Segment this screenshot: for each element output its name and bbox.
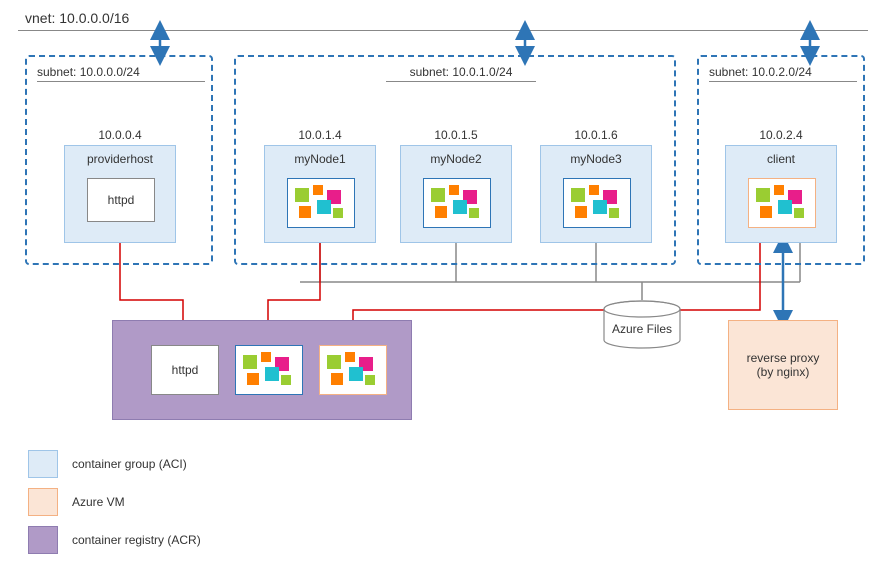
legend: container group (ACI) Azure VM container… — [28, 450, 201, 564]
acr-block: httpd — [112, 320, 412, 420]
ip-client: 10.0.2.4 — [725, 128, 837, 142]
cg-providerhost-name: providerhost — [65, 146, 175, 166]
legend-swatch-vm — [28, 488, 58, 516]
subnet-2-label: subnet: 10.0.2.0/24 — [709, 65, 857, 82]
ip-node2: 10.0.1.5 — [400, 128, 512, 142]
ip-node1: 10.0.1.4 — [264, 128, 376, 142]
container-icon — [567, 182, 627, 224]
vnet-label-text: vnet: 10.0.0.0/16 — [25, 10, 129, 26]
subnet-1-label: subnet: 10.0.1.0/24 — [386, 65, 536, 82]
cg-node3: myNode3 — [540, 145, 652, 243]
legend-swatch-cg — [28, 450, 58, 478]
ip-providerhost: 10.0.0.4 — [64, 128, 176, 142]
container-icon — [239, 349, 299, 391]
reverse-proxy-line1: reverse proxy — [747, 351, 820, 365]
node2-inner — [423, 178, 491, 228]
subnet-0-label: subnet: 10.0.0.0/24 — [37, 65, 205, 82]
node3-inner — [563, 178, 631, 228]
azure-files: Azure Files — [602, 300, 682, 356]
legend-row-vm: Azure VM — [28, 488, 201, 516]
acr-httpd: httpd — [151, 345, 219, 395]
vnet-line — [18, 30, 868, 31]
cg-node3-name: myNode3 — [541, 146, 651, 166]
container-icon — [752, 182, 812, 224]
container-icon — [323, 349, 383, 391]
legend-swatch-acr — [28, 526, 58, 554]
acr-container-orange — [319, 345, 387, 395]
cg-client: client — [725, 145, 837, 243]
subnet-label-text: subnet: 10.0.2.0/24 — [709, 65, 812, 79]
legend-label-acr: container registry (ACR) — [72, 533, 201, 547]
cg-client-name: client — [726, 146, 836, 166]
azure-files-label: Azure Files — [602, 322, 682, 336]
reverse-proxy-vm: reverse proxy (by nginx) — [728, 320, 838, 410]
subnet-label-text: subnet: 10.0.1.0/24 — [410, 65, 513, 79]
legend-row-acr: container registry (ACR) — [28, 526, 201, 554]
ip-node3: 10.0.1.6 — [540, 128, 652, 142]
vnet-label: vnet: 10.0.0.0/16 — [25, 10, 129, 26]
client-inner — [748, 178, 816, 228]
cg-node2: myNode2 — [400, 145, 512, 243]
cg-node1-name: myNode1 — [265, 146, 375, 166]
container-icon — [291, 182, 351, 224]
legend-row-cg: container group (ACI) — [28, 450, 201, 478]
container-icon — [427, 182, 487, 224]
acr-container-blue — [235, 345, 303, 395]
cg-node2-name: myNode2 — [401, 146, 511, 166]
node1-inner — [287, 178, 355, 228]
reverse-proxy-line2: (by nginx) — [757, 365, 810, 379]
httpd-label: httpd — [108, 193, 135, 207]
cg-providerhost: providerhost httpd — [64, 145, 176, 243]
legend-label-cg: container group (ACI) — [72, 457, 187, 471]
subnet-label-text: subnet: 10.0.0.0/24 — [37, 65, 140, 79]
providerhost-httpd: httpd — [87, 178, 155, 222]
acr-httpd-label: httpd — [172, 363, 199, 377]
cg-node1: myNode1 — [264, 145, 376, 243]
legend-label-vm: Azure VM — [72, 495, 125, 509]
